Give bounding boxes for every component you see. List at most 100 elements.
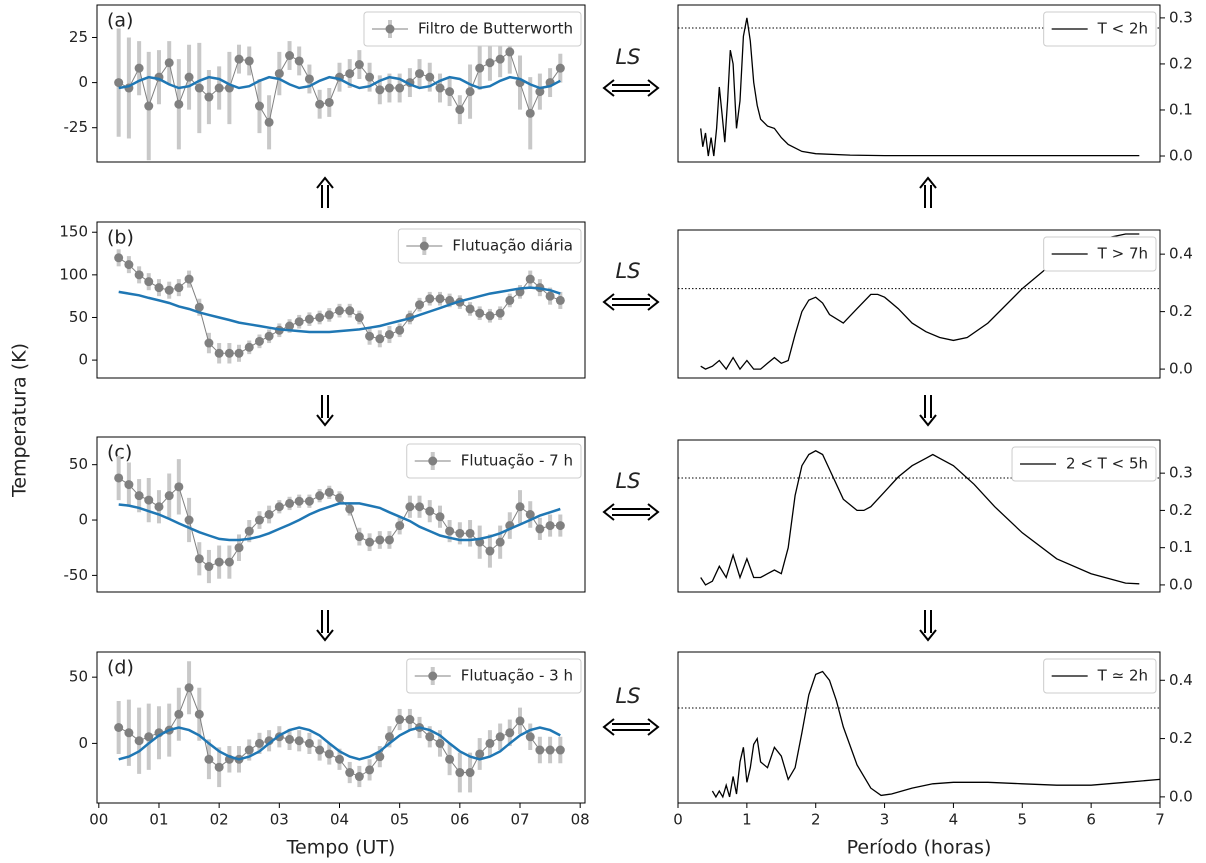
data-point — [465, 528, 475, 538]
data-point — [264, 117, 274, 127]
data-point — [294, 317, 304, 327]
legend-label: T ≃ 2h — [1097, 667, 1148, 685]
data-point — [254, 515, 264, 525]
y-tick-label: 0.1 — [1169, 100, 1193, 118]
data-point — [545, 521, 555, 531]
periodogram-line — [711, 670, 1161, 799]
plot-frame — [677, 4, 1161, 163]
data-point — [174, 283, 184, 293]
data-point — [395, 325, 405, 335]
legend: T < 2h — [1043, 11, 1157, 47]
transform-label: LS — [615, 684, 640, 708]
data-point — [525, 510, 535, 519]
arrow — [316, 610, 334, 642]
data-point — [495, 732, 505, 742]
data-point — [505, 295, 515, 305]
data-point — [535, 87, 545, 97]
plot-frame — [677, 229, 1161, 379]
fit-line — [118, 75, 561, 90]
data-point — [134, 491, 144, 501]
data-point — [405, 502, 415, 512]
data-point — [495, 308, 505, 318]
data-point — [144, 495, 154, 505]
data-point — [194, 302, 204, 312]
data-point — [384, 732, 394, 742]
data-point — [304, 314, 314, 324]
plot-frame — [96, 651, 586, 804]
data-point — [555, 63, 565, 73]
data-point — [395, 83, 405, 93]
legend-box — [363, 11, 582, 47]
data-point — [315, 745, 325, 755]
data-point — [294, 56, 304, 66]
x-tick-label: 02 — [210, 811, 229, 829]
data-point — [324, 487, 334, 497]
data-point — [124, 480, 134, 490]
y-tick-label: 0.0 — [1169, 787, 1193, 805]
data-point — [324, 749, 334, 759]
arrow — [602, 718, 660, 736]
data-point — [384, 535, 394, 545]
data-point — [264, 331, 274, 341]
data-point — [445, 526, 455, 536]
data-point — [365, 72, 375, 82]
arrow — [602, 503, 660, 521]
legend: 2 < T < 5h — [1011, 446, 1157, 482]
y-tick-label: 0.2 — [1169, 729, 1193, 747]
data-point — [495, 54, 505, 64]
data-point — [415, 502, 425, 512]
y-tick-label: 0.0 — [1169, 147, 1193, 165]
x-tick-label: 07 — [510, 811, 529, 829]
fit-line — [118, 726, 561, 761]
data-point — [375, 85, 385, 95]
data-point — [144, 101, 154, 111]
data-point — [525, 274, 535, 284]
periodogram-line — [700, 233, 1140, 371]
x-tick-label: 3 — [880, 811, 890, 829]
x-tick-label: 01 — [149, 811, 168, 829]
transform-label: LS — [615, 259, 640, 283]
data-point — [174, 482, 184, 492]
y-tick-label: 0.3 — [1169, 8, 1193, 26]
y-tick-label: 0.4 — [1169, 671, 1193, 689]
data-point — [204, 754, 214, 764]
legend-swatch — [428, 671, 438, 681]
data-point — [144, 732, 154, 742]
data-point — [515, 716, 525, 726]
data-point — [324, 310, 334, 320]
x-tick-label: 03 — [270, 811, 289, 829]
legend-swatch — [428, 456, 438, 466]
data-point — [285, 321, 295, 331]
data-point — [425, 506, 435, 516]
data-point — [274, 502, 284, 512]
data-point — [204, 562, 214, 572]
data-point — [555, 295, 565, 305]
data-point — [354, 532, 364, 542]
y-tick-label: 150 — [59, 223, 88, 241]
data-point — [485, 546, 495, 556]
data-point — [244, 526, 254, 536]
data-point — [354, 312, 364, 322]
y-tick-label: -50 — [64, 566, 89, 584]
data-point — [435, 83, 445, 93]
y-tick-label: 25 — [69, 28, 88, 46]
arrow — [316, 395, 334, 427]
data-point — [124, 728, 134, 738]
data-point — [475, 308, 485, 318]
data-point — [445, 87, 455, 97]
legend-label: Flutuação - 3 h — [461, 667, 573, 685]
data-point — [134, 736, 144, 746]
y-tick-label: 50 — [69, 668, 88, 686]
data-point — [224, 348, 234, 358]
data-point — [144, 277, 154, 287]
data-point — [375, 334, 385, 344]
data-point — [475, 63, 485, 73]
arrow — [602, 293, 660, 311]
data-point — [485, 58, 495, 68]
data-point — [345, 504, 355, 514]
panel-label: (d) — [107, 657, 134, 679]
data-point — [334, 754, 344, 764]
data-point — [254, 101, 264, 111]
data-point — [334, 493, 344, 503]
data-point — [545, 291, 555, 301]
